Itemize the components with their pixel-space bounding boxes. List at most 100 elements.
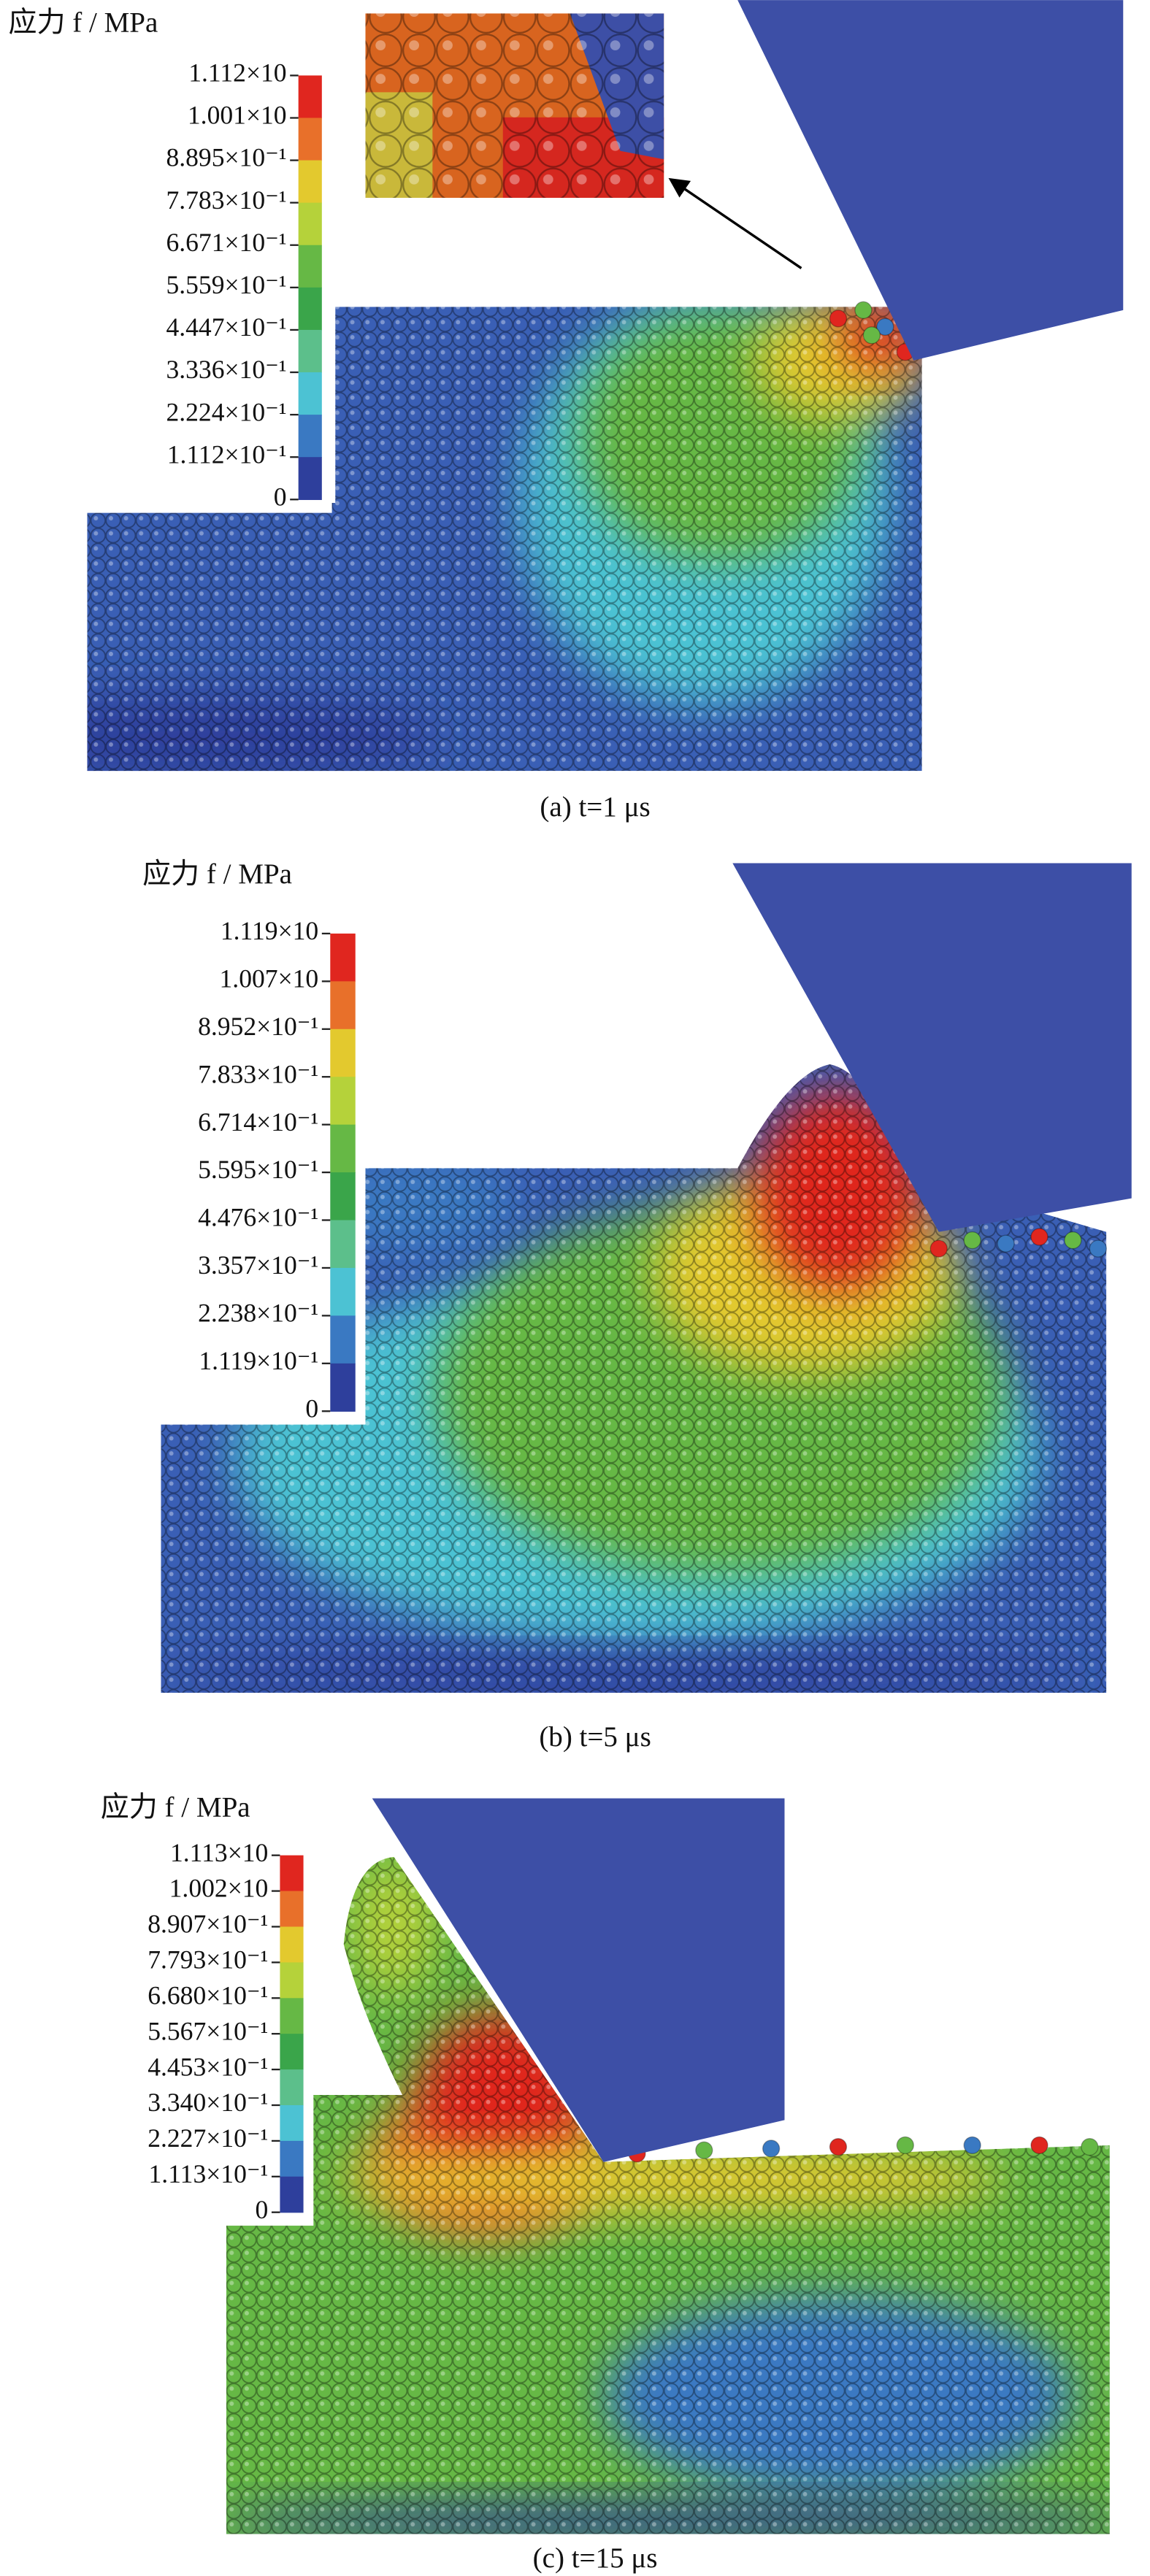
colorbar-label: 4.453×10⁻¹ <box>147 2052 268 2081</box>
colorbar-label: 5.559×10⁻¹ <box>166 270 286 299</box>
loose-particle <box>929 1239 948 1258</box>
particle-texture <box>161 1064 1107 1693</box>
particle-texture <box>87 307 922 772</box>
panel: 应力 f / MPa 1.112×10 1.001×10 8.895×10⁻¹ 7.78… <box>0 0 1124 823</box>
colorbar-label: 1.007×10 <box>220 964 319 993</box>
colorbar-label: 8.952×10⁻¹ <box>198 1012 318 1041</box>
colorbar-segment <box>298 118 322 161</box>
colorbar-label: 6.714×10⁻¹ <box>198 1107 318 1137</box>
colorbar-label: 1.113×10⁻¹ <box>149 2159 269 2188</box>
colorbar-segment <box>280 1855 304 1892</box>
legend-background <box>0 1 332 513</box>
loose-particle <box>854 301 873 320</box>
colorbar-segment <box>298 287 322 331</box>
colorbar-label: 8.895×10⁻¹ <box>166 143 286 172</box>
cutting-tool <box>737 0 1124 361</box>
colorbar-label: 1.112×10 <box>188 58 286 88</box>
loose-particle <box>876 318 894 336</box>
loose-particle <box>1081 2137 1099 2156</box>
colorbar-segment <box>298 415 322 458</box>
colorbar-segment <box>298 245 322 288</box>
colorbar-segment <box>298 160 322 204</box>
caption: (a) t=1 μs <box>540 791 650 823</box>
colorbar-label: 0 <box>274 482 287 511</box>
colorbar-segment <box>280 1926 304 1964</box>
loose-particle <box>963 2136 981 2155</box>
colorbar-segment <box>280 2176 304 2213</box>
colorbar-segment <box>330 981 356 1030</box>
colorbar-segment <box>330 933 356 983</box>
particle-texture <box>226 1856 1110 2534</box>
colorbar-segment <box>330 1267 356 1317</box>
loose-particle <box>1089 1239 1107 1258</box>
colorbar-label: 1.112×10⁻¹ <box>167 439 287 469</box>
panel: 应力 f / MPa 1.119×10 1.007×10 8.952×10⁻¹ 7.83… <box>0 853 1132 1753</box>
colorbar-segment <box>298 457 322 500</box>
panel: 应力 f / MPa 1.113×10 1.002×10 8.907×10⁻¹ 7.79… <box>0 1786 1110 2574</box>
colorbar-label: 1.113×10 <box>170 1838 268 1867</box>
colorbar-label: 8.907×10⁻¹ <box>147 1910 268 1939</box>
colorbar-segment <box>280 2034 304 2070</box>
specimen <box>87 307 922 772</box>
colorbar-label: 2.224×10⁻¹ <box>166 397 286 426</box>
colorbar-segment <box>280 2104 304 2142</box>
cutting-tool <box>372 1798 785 2162</box>
colorbar-label: 3.357×10⁻¹ <box>198 1250 318 1280</box>
legend-title: 应力 f / MPa <box>8 7 158 38</box>
colorbar-label: 1.119×10⁻¹ <box>199 1346 318 1375</box>
legend-title: 应力 f / MPa <box>101 1792 250 1823</box>
specimen <box>161 1064 1107 1693</box>
specimen <box>226 1856 1110 2534</box>
colorbar-label: 3.336×10⁻¹ <box>166 355 286 384</box>
colorbar-label: 2.227×10⁻¹ <box>147 2123 268 2153</box>
loose-particle <box>896 2136 914 2155</box>
colorbar-label: 0 <box>305 1393 318 1423</box>
loose-particle <box>1064 1231 1082 1250</box>
loose-particle <box>1030 2136 1049 2155</box>
colorbar-segment <box>330 1363 356 1412</box>
loose-particle <box>963 1231 981 1250</box>
loose-particle <box>829 309 848 328</box>
colorbar-label: 6.671×10⁻¹ <box>166 228 286 257</box>
loose-particle <box>829 2137 848 2156</box>
loose-particle <box>997 1234 1015 1253</box>
colorbar-label: 3.340×10⁻¹ <box>147 2088 268 2117</box>
colorbar-label: 2.238×10⁻¹ <box>198 1299 318 1328</box>
colorbar-label: 5.595×10⁻¹ <box>198 1155 318 1184</box>
colorbar-segment <box>330 1124 356 1173</box>
colorbar-segment <box>330 1029 356 1077</box>
colorbar-segment <box>298 329 322 373</box>
colorbar-segment <box>280 2069 304 2106</box>
caption: (c) t=15 μs <box>533 2542 658 2574</box>
zoom-inset <box>365 13 664 199</box>
colorbar-label: 1.001×10 <box>188 101 287 130</box>
colorbar-label: 7.793×10⁻¹ <box>147 1945 268 1975</box>
colorbar-segment <box>330 1315 356 1364</box>
loose-particle <box>695 2141 713 2159</box>
colorbar-segment <box>280 1962 304 1999</box>
colorbar-segment <box>280 1891 304 1928</box>
loose-particle <box>1030 1228 1049 1246</box>
colorbar-segment <box>298 75 322 119</box>
colorbar-label: 6.680×10⁻¹ <box>147 1980 268 2010</box>
legend-background <box>0 853 366 1425</box>
colorbar-segment <box>298 202 322 246</box>
legend-title: 应力 f / MPa <box>142 858 292 890</box>
legend-background <box>0 1786 314 2226</box>
arrow <box>668 177 802 269</box>
colorbar-label: 7.833×10⁻¹ <box>198 1059 318 1088</box>
colorbar-segment <box>330 1077 356 1126</box>
loose-particle <box>762 2139 781 2158</box>
colorbar-label: 0 <box>256 2195 269 2224</box>
colorbar-label: 5.567×10⁻¹ <box>147 2016 268 2045</box>
colorbar-label: 1.002×10 <box>169 1874 269 1903</box>
colorbar-segment <box>330 1220 356 1269</box>
cutting-tool <box>732 863 1132 1232</box>
caption: (b) t=5 μs <box>539 1721 651 1753</box>
colorbar-label: 1.119×10 <box>221 916 318 945</box>
colorbar-label: 4.476×10⁻¹ <box>198 1203 318 1232</box>
colorbar-segment <box>280 2140 304 2177</box>
colorbar-segment <box>330 1172 356 1221</box>
